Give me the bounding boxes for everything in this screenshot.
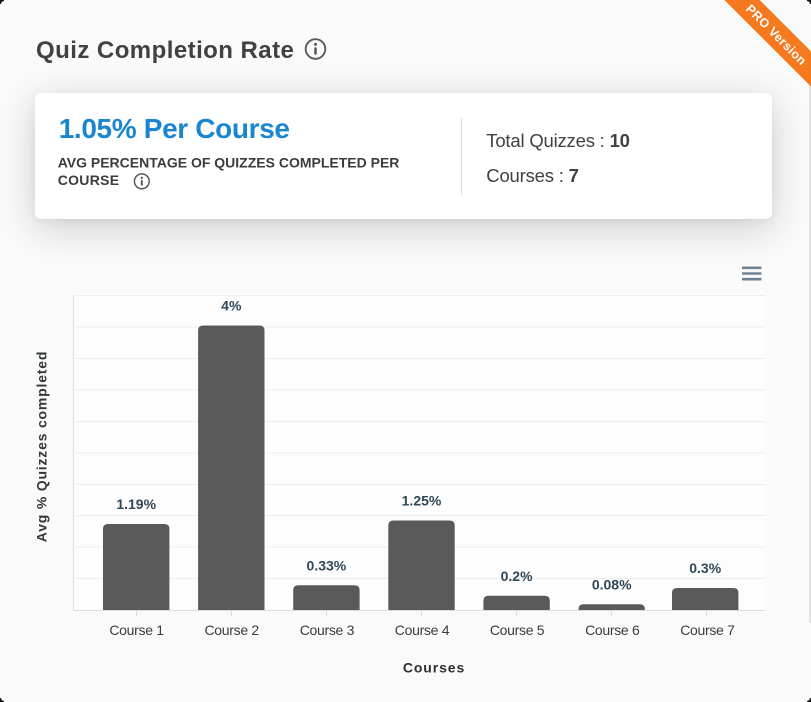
- svg-text:Avg % Quizzes completed: Avg % Quizzes completed: [34, 351, 50, 542]
- svg-text:0.3%: 0.3%: [689, 560, 721, 576]
- svg-text:Course 7: Course 7: [680, 622, 735, 638]
- svg-text:Course 4: Course 4: [395, 622, 450, 638]
- svg-text:AVG PERCENTAGE OF QUIZZES COMP: AVG PERCENTAGE OF QUIZZES COMPLETED PER: [58, 154, 400, 170]
- svg-text:0.08%: 0.08%: [592, 576, 632, 592]
- svg-text:Total Quizzes : 10: Total Quizzes : 10: [486, 130, 629, 151]
- svg-text:Course 3: Course 3: [300, 622, 355, 638]
- svg-text:1.19%: 1.19%: [116, 496, 156, 512]
- svg-text:1.05% Per Course: 1.05% Per Course: [59, 113, 290, 144]
- svg-text:1.25%: 1.25%: [402, 493, 442, 509]
- svg-text:PRO Version: PRO Version: [743, 2, 809, 68]
- svg-text:0.2%: 0.2%: [501, 568, 533, 584]
- svg-text:4%: 4%: [221, 298, 242, 314]
- svg-text:Course 2: Course 2: [204, 622, 259, 638]
- svg-text:Courses : 7: Courses : 7: [486, 165, 578, 186]
- svg-text:Course 6: Course 6: [585, 622, 640, 638]
- svg-text:Course 1: Course 1: [109, 622, 164, 638]
- svg-text:COURSE: COURSE: [58, 172, 120, 188]
- svg-text:Course 5: Course 5: [490, 622, 545, 638]
- svg-text:0.33%: 0.33%: [307, 557, 347, 573]
- svg-text:Quiz Completion Rate: Quiz Completion Rate: [36, 37, 294, 64]
- svg-text:Courses: Courses: [403, 660, 465, 676]
